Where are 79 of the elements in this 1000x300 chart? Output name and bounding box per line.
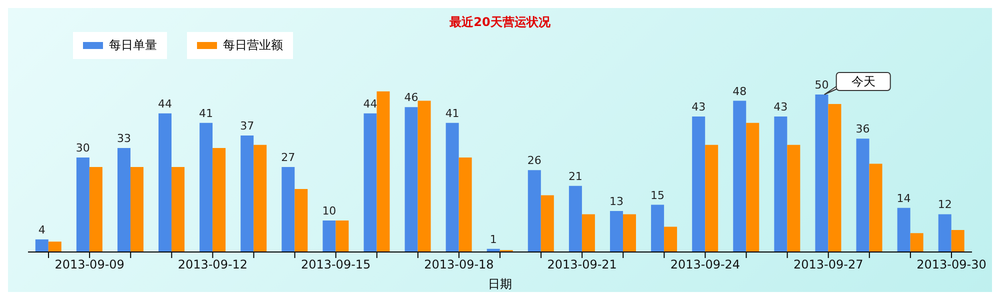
data-label: 46 bbox=[404, 91, 418, 104]
data-label: 43 bbox=[692, 100, 706, 114]
data-label: 21 bbox=[568, 170, 582, 183]
bar bbox=[364, 113, 377, 252]
bar bbox=[622, 214, 636, 252]
bar bbox=[48, 242, 62, 252]
legend-label: 每日营业额 bbox=[187, 32, 293, 59]
data-label: 41 bbox=[199, 106, 214, 120]
bar bbox=[938, 214, 952, 252]
data-label: 27 bbox=[281, 150, 296, 164]
data-label: 37 bbox=[240, 119, 254, 132]
bar bbox=[692, 116, 706, 252]
data-label: 14 bbox=[896, 192, 911, 205]
data-label: 50 bbox=[814, 78, 829, 92]
bar bbox=[76, 158, 90, 252]
x-tick-label: 2013-09-15 bbox=[300, 258, 371, 272]
data-label: 1 bbox=[490, 232, 497, 246]
legend-label: 每日单量 bbox=[73, 32, 167, 59]
bar bbox=[418, 100, 431, 252]
bar bbox=[35, 239, 48, 252]
bar bbox=[294, 189, 308, 252]
bar bbox=[446, 122, 459, 252]
bar bbox=[540, 195, 554, 252]
bar bbox=[158, 113, 172, 252]
bar bbox=[951, 230, 964, 252]
bar bbox=[746, 122, 760, 252]
bar bbox=[528, 170, 541, 252]
bar bbox=[651, 204, 664, 252]
bar bbox=[336, 220, 349, 252]
bar bbox=[664, 226, 678, 252]
data-label: 13 bbox=[609, 195, 624, 208]
data-label: 41 bbox=[445, 106, 460, 120]
x-tick-label: 2013-09-09 bbox=[54, 258, 124, 272]
bar bbox=[404, 107, 418, 252]
bar bbox=[254, 144, 267, 252]
bar bbox=[582, 214, 595, 252]
data-label: 30 bbox=[76, 142, 90, 154]
data-label: 15 bbox=[650, 188, 665, 202]
x-tick-label: 2013-09-18 bbox=[424, 258, 494, 272]
bar bbox=[376, 91, 390, 252]
bar bbox=[856, 138, 870, 252]
bar bbox=[774, 116, 788, 252]
x-axis-title: 日期 bbox=[488, 277, 512, 291]
bar bbox=[172, 166, 185, 252]
bar bbox=[815, 94, 828, 252]
bar bbox=[458, 158, 472, 252]
x-tick-label: 2013-09-24 bbox=[670, 258, 740, 272]
bar bbox=[200, 122, 213, 252]
bar bbox=[787, 144, 800, 252]
data-label: 43 bbox=[774, 100, 788, 114]
data-label: 33 bbox=[116, 132, 131, 146]
x-tick-label: 2013-09-21 bbox=[547, 258, 617, 272]
annotation: 今天 bbox=[851, 74, 876, 88]
bar bbox=[282, 166, 295, 252]
x-tick-label: 2013-09-27 bbox=[793, 258, 864, 272]
x-tick-label: 2013-09-12 bbox=[178, 258, 248, 272]
bar bbox=[89, 166, 102, 252]
bar bbox=[568, 186, 582, 252]
chart-title: 最近20天营运状况 bbox=[448, 14, 552, 31]
bar bbox=[130, 166, 144, 252]
bar bbox=[117, 148, 130, 252]
bar bbox=[733, 100, 746, 252]
data-label: 48 bbox=[732, 84, 747, 98]
data-label: 10 bbox=[322, 204, 336, 218]
data-label: 44 bbox=[158, 97, 172, 110]
bar bbox=[240, 135, 254, 252]
data-label: 4 bbox=[38, 223, 46, 236]
bar bbox=[869, 164, 882, 252]
bar bbox=[705, 144, 718, 252]
bar bbox=[828, 104, 842, 252]
data-label: 12 bbox=[938, 198, 952, 212]
bar bbox=[322, 220, 336, 252]
data-label: 26 bbox=[527, 154, 542, 168]
data-label: 36 bbox=[856, 122, 870, 136]
bar bbox=[897, 208, 910, 252]
bar bbox=[910, 233, 924, 252]
bar bbox=[610, 211, 623, 252]
x-tick-label: 2013-09-30 bbox=[916, 258, 986, 272]
bar bbox=[212, 148, 226, 252]
